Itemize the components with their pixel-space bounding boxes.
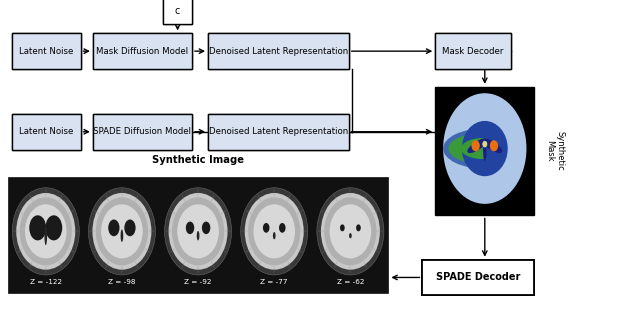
Ellipse shape: [490, 140, 498, 151]
Ellipse shape: [483, 141, 487, 148]
Ellipse shape: [88, 188, 156, 275]
Ellipse shape: [253, 204, 295, 258]
Ellipse shape: [462, 121, 508, 176]
Ellipse shape: [349, 233, 352, 238]
Text: SPADE Diffusion Model: SPADE Diffusion Model: [93, 127, 191, 136]
Ellipse shape: [324, 197, 376, 265]
Text: SPADE Decoder: SPADE Decoder: [436, 272, 520, 282]
FancyBboxPatch shape: [208, 114, 349, 150]
Wedge shape: [449, 134, 493, 163]
FancyBboxPatch shape: [93, 33, 192, 69]
Text: Denoised Latent Representation: Denoised Latent Representation: [209, 46, 348, 56]
FancyBboxPatch shape: [163, 0, 192, 24]
Ellipse shape: [202, 222, 211, 234]
Ellipse shape: [172, 197, 224, 265]
Ellipse shape: [44, 226, 47, 245]
Ellipse shape: [279, 223, 285, 233]
Ellipse shape: [96, 197, 148, 265]
Ellipse shape: [12, 188, 79, 275]
Ellipse shape: [467, 139, 487, 153]
Ellipse shape: [321, 193, 380, 270]
Ellipse shape: [317, 188, 384, 275]
Ellipse shape: [168, 193, 228, 270]
Ellipse shape: [356, 224, 361, 231]
Text: Latent Noise: Latent Noise: [19, 127, 73, 136]
FancyBboxPatch shape: [435, 33, 511, 69]
Ellipse shape: [443, 93, 527, 204]
Ellipse shape: [101, 204, 143, 258]
Ellipse shape: [472, 140, 480, 151]
Ellipse shape: [92, 193, 152, 270]
Text: Synthetic
Mask: Synthetic Mask: [545, 131, 565, 171]
Ellipse shape: [16, 193, 76, 270]
Ellipse shape: [45, 215, 62, 241]
Text: SPADE Diffusion Model: SPADE Diffusion Model: [93, 127, 191, 136]
FancyBboxPatch shape: [12, 33, 81, 69]
Text: Z = -122: Z = -122: [29, 280, 62, 286]
FancyBboxPatch shape: [8, 177, 388, 293]
Wedge shape: [443, 128, 485, 169]
FancyBboxPatch shape: [435, 33, 511, 69]
Text: Z = -77: Z = -77: [260, 280, 288, 286]
Text: Mask Diffusion Model: Mask Diffusion Model: [97, 46, 188, 56]
Ellipse shape: [483, 142, 486, 161]
Ellipse shape: [20, 197, 72, 265]
Ellipse shape: [186, 222, 195, 234]
Ellipse shape: [196, 231, 200, 241]
FancyBboxPatch shape: [208, 33, 349, 69]
Text: Latent Noise: Latent Noise: [19, 46, 73, 56]
Ellipse shape: [340, 224, 345, 231]
FancyBboxPatch shape: [422, 260, 534, 295]
Text: Denoised Latent Representation: Denoised Latent Representation: [209, 127, 348, 136]
FancyBboxPatch shape: [12, 114, 81, 150]
Ellipse shape: [244, 193, 304, 270]
Text: Latent Noise: Latent Noise: [19, 46, 73, 56]
Text: Z = -98: Z = -98: [108, 280, 136, 286]
FancyBboxPatch shape: [93, 33, 192, 69]
Ellipse shape: [108, 219, 120, 236]
Ellipse shape: [164, 188, 232, 275]
Text: Latent Noise: Latent Noise: [19, 127, 73, 136]
Ellipse shape: [241, 188, 308, 275]
FancyBboxPatch shape: [93, 114, 192, 150]
Ellipse shape: [29, 215, 46, 241]
Ellipse shape: [25, 204, 67, 258]
Ellipse shape: [263, 223, 269, 233]
FancyBboxPatch shape: [435, 87, 534, 215]
Text: Z = -92: Z = -92: [184, 280, 212, 286]
Ellipse shape: [120, 229, 124, 242]
Ellipse shape: [483, 139, 502, 153]
FancyBboxPatch shape: [12, 33, 81, 69]
Text: c: c: [175, 6, 180, 16]
Text: Synthetic Image: Synthetic Image: [152, 155, 244, 165]
Text: Mask Decoder: Mask Decoder: [442, 46, 504, 56]
FancyBboxPatch shape: [93, 114, 192, 150]
Ellipse shape: [177, 204, 219, 258]
Text: Denoised Latent Representation: Denoised Latent Representation: [209, 127, 348, 136]
Ellipse shape: [330, 204, 371, 258]
Ellipse shape: [124, 219, 136, 236]
Ellipse shape: [273, 232, 276, 239]
Text: Mask Diffusion Model: Mask Diffusion Model: [97, 46, 188, 56]
FancyBboxPatch shape: [208, 114, 349, 150]
FancyBboxPatch shape: [422, 260, 534, 295]
Text: Mask Decoder: Mask Decoder: [442, 46, 504, 56]
Text: SPADE Decoder: SPADE Decoder: [436, 272, 520, 282]
FancyBboxPatch shape: [12, 114, 81, 150]
Wedge shape: [461, 138, 486, 159]
Text: Denoised Latent Representation: Denoised Latent Representation: [209, 46, 348, 56]
Text: c: c: [175, 6, 180, 16]
Ellipse shape: [248, 197, 300, 265]
FancyBboxPatch shape: [208, 33, 349, 69]
FancyBboxPatch shape: [163, 0, 192, 24]
Text: Z = -62: Z = -62: [337, 280, 364, 286]
